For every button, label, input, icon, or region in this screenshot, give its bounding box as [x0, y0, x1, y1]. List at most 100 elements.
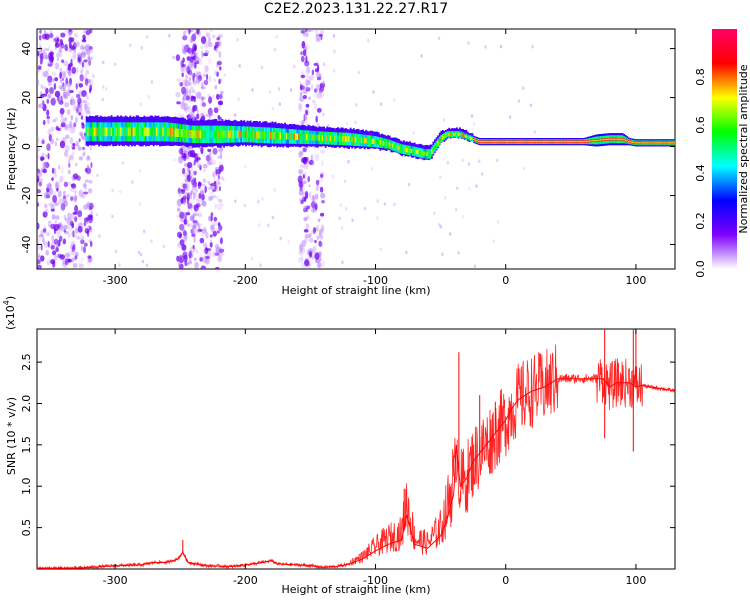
noise-speckle [312, 99, 316, 104]
noise-speckle [218, 181, 221, 186]
noise-speckle [184, 44, 190, 53]
noise-speckle [187, 260, 193, 265]
ridge-cell [231, 130, 233, 139]
noise-speckle [273, 188, 276, 192]
ridge-cell [670, 142, 672, 144]
noise-speckle [199, 165, 202, 171]
ridge-cell [662, 142, 664, 144]
ridge-cell [579, 141, 582, 143]
noise-speckle [309, 233, 312, 238]
noise-speckle [193, 153, 197, 158]
noise-speckle [75, 141, 79, 147]
noise-speckle [208, 75, 212, 82]
noise-speckle [497, 220, 500, 224]
noise-speckle [314, 203, 318, 211]
ridge-cell [163, 127, 166, 137]
noise-speckle [185, 74, 188, 80]
noise-speckle [182, 251, 188, 255]
x-tick-label: -100 [363, 574, 388, 587]
noise-speckle [74, 228, 79, 234]
noise-speckle [75, 107, 78, 116]
noise-speckle [47, 75, 53, 83]
noise-speckle [192, 89, 196, 94]
noise-speckle [302, 147, 307, 153]
noise-speckle [188, 89, 191, 96]
ridge-cell [479, 141, 482, 143]
ridge-cell [581, 141, 583, 143]
noise-speckle [320, 192, 326, 199]
noise-speckle [61, 78, 64, 81]
noise-speckle [182, 235, 188, 242]
x-tick-label: -300 [103, 274, 128, 287]
noise-speckle [83, 45, 89, 54]
ridge-cell [235, 130, 238, 139]
noise-speckle [412, 131, 415, 136]
noise-speckle [314, 239, 317, 244]
x-tick-label: -100 [363, 274, 388, 287]
noise-speckle [49, 51, 54, 57]
ridge-cell [177, 128, 180, 138]
noise-speckle [59, 85, 63, 90]
noise-speckle [311, 195, 315, 203]
y-tick-label: 20 [20, 91, 33, 105]
ridge-cell [610, 138, 613, 140]
noise-speckle [205, 154, 211, 162]
noise-speckle [393, 97, 396, 102]
ridge-cell [95, 127, 97, 137]
noise-speckle [65, 124, 71, 129]
noise-speckle [78, 138, 81, 143]
noise-speckle [186, 197, 190, 205]
noise-speckle [68, 163, 71, 168]
noise-speckle [150, 239, 153, 243]
ridge-cell [535, 141, 538, 143]
ridge-cell [527, 141, 530, 143]
noise-speckle [60, 86, 66, 91]
noise-speckle [67, 224, 73, 231]
noise-speckle [196, 157, 201, 161]
ridge-cell [435, 143, 438, 148]
noise-speckle [64, 253, 71, 258]
noise-speckle [205, 30, 208, 37]
noise-speckle [42, 119, 46, 126]
noise-speckle [318, 175, 324, 184]
ridge-cell [434, 145, 436, 150]
noise-speckle [314, 68, 320, 73]
noise-speckle [46, 187, 50, 193]
ridge-cell [226, 130, 229, 139]
ridge-cell [599, 139, 602, 141]
noise-speckle [298, 244, 304, 252]
noise-speckle [85, 107, 89, 113]
noise-speckle [186, 223, 190, 227]
noise-speckle [298, 176, 302, 180]
noise-speckle [209, 224, 215, 230]
noise-speckle [218, 162, 223, 166]
noise-speckle [64, 102, 70, 108]
ridge-cell [213, 130, 216, 139]
noise-speckle [88, 88, 92, 94]
noise-speckle [179, 239, 185, 246]
noise-speckle [190, 63, 194, 71]
ridge-cell [657, 142, 660, 144]
ridge-cell [159, 127, 161, 137]
noise-speckle [271, 215, 274, 220]
noise-speckle [177, 234, 180, 237]
noise-speckle [468, 187, 471, 191]
noise-speckle [193, 212, 199, 217]
ridge-cell [270, 131, 272, 140]
noise-speckle [298, 257, 304, 263]
ridge-cell [495, 141, 497, 143]
ridge-cell [598, 139, 600, 141]
noise-speckle [63, 94, 67, 99]
ridge-cell [307, 134, 310, 141]
noise-speckle [203, 168, 206, 173]
ridge-cell [234, 130, 236, 139]
noise-speckle [37, 148, 41, 152]
noise-speckle [223, 73, 226, 77]
ridge-cell [420, 150, 422, 156]
noise-speckle [182, 45, 188, 54]
noise-speckle [331, 174, 335, 179]
noise-speckle [303, 217, 308, 222]
noise-speckle [319, 241, 323, 248]
noise-speckle [188, 108, 193, 115]
noise-speckle [213, 172, 216, 180]
